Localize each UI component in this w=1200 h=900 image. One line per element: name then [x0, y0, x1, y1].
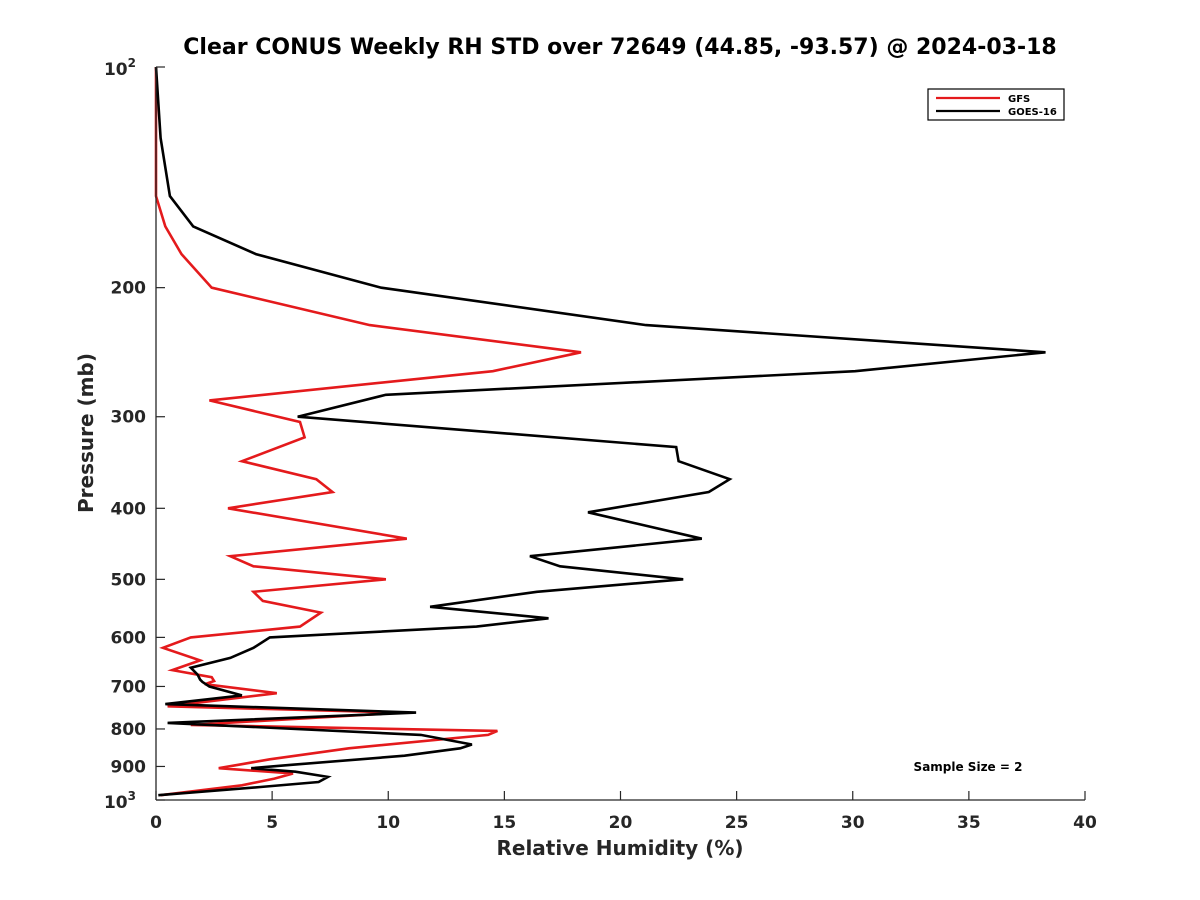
legend-label-gfs: GFS [1008, 94, 1030, 105]
chart-title: Clear CONUS Weekly RH STD over 72649 (44… [183, 35, 1056, 60]
y-tick-label: 600 [111, 628, 147, 648]
legend: GFS GOES-16 [927, 88, 1065, 121]
y-axis-label: Pressure (mb) [74, 353, 98, 513]
y-tick-label: 700 [111, 677, 147, 697]
y-tick-label: 400 [111, 499, 147, 519]
x-tick-label: 15 [493, 813, 517, 833]
x-tick-label: 40 [1073, 813, 1097, 833]
x-tick-label: 5 [266, 813, 278, 833]
x-tick-label: 20 [609, 813, 633, 833]
x-tick-label: 25 [725, 813, 749, 833]
y-tick-label: 500 [111, 570, 147, 590]
y-tick-label: 200 [111, 279, 147, 299]
x-tick-label: 10 [376, 813, 400, 833]
series-line-gfs [154, 67, 582, 797]
y-tick-label: 102 [104, 56, 136, 80]
y-tick-label: 300 [111, 408, 147, 428]
y-tick-label: 900 [111, 757, 147, 777]
y-tick-label: 103 [104, 789, 136, 813]
x-axis-label: Relative Humidity (%) [496, 836, 743, 860]
x-tick-label: 35 [957, 813, 981, 833]
sample-size-annotation: Sample Size = 2 [914, 760, 1023, 774]
ticks-layer: 0 5 10 15 20 25 30 35 40 102 200 300 400 500 600 700 800… [104, 56, 1097, 833]
series-layer [154, 66, 1046, 797]
legend-box [927, 88, 1065, 121]
series-line-goes-16 [154, 66, 1046, 797]
x-tick-label: 30 [841, 813, 865, 833]
x-tick-label: 0 [150, 813, 162, 833]
plot-area [156, 67, 1085, 800]
y-tick-label: 800 [111, 720, 147, 740]
legend-label-goes16: GOES-16 [1008, 107, 1057, 118]
